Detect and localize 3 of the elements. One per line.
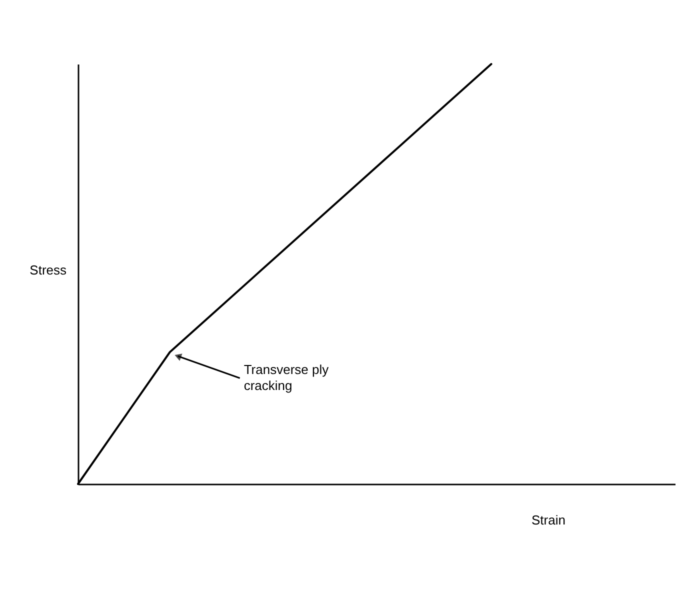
x-axis-title: Strain — [532, 512, 566, 528]
y-axis-title: Stress — [30, 262, 67, 278]
annotation: Transverse ply cracking — [244, 362, 330, 394]
